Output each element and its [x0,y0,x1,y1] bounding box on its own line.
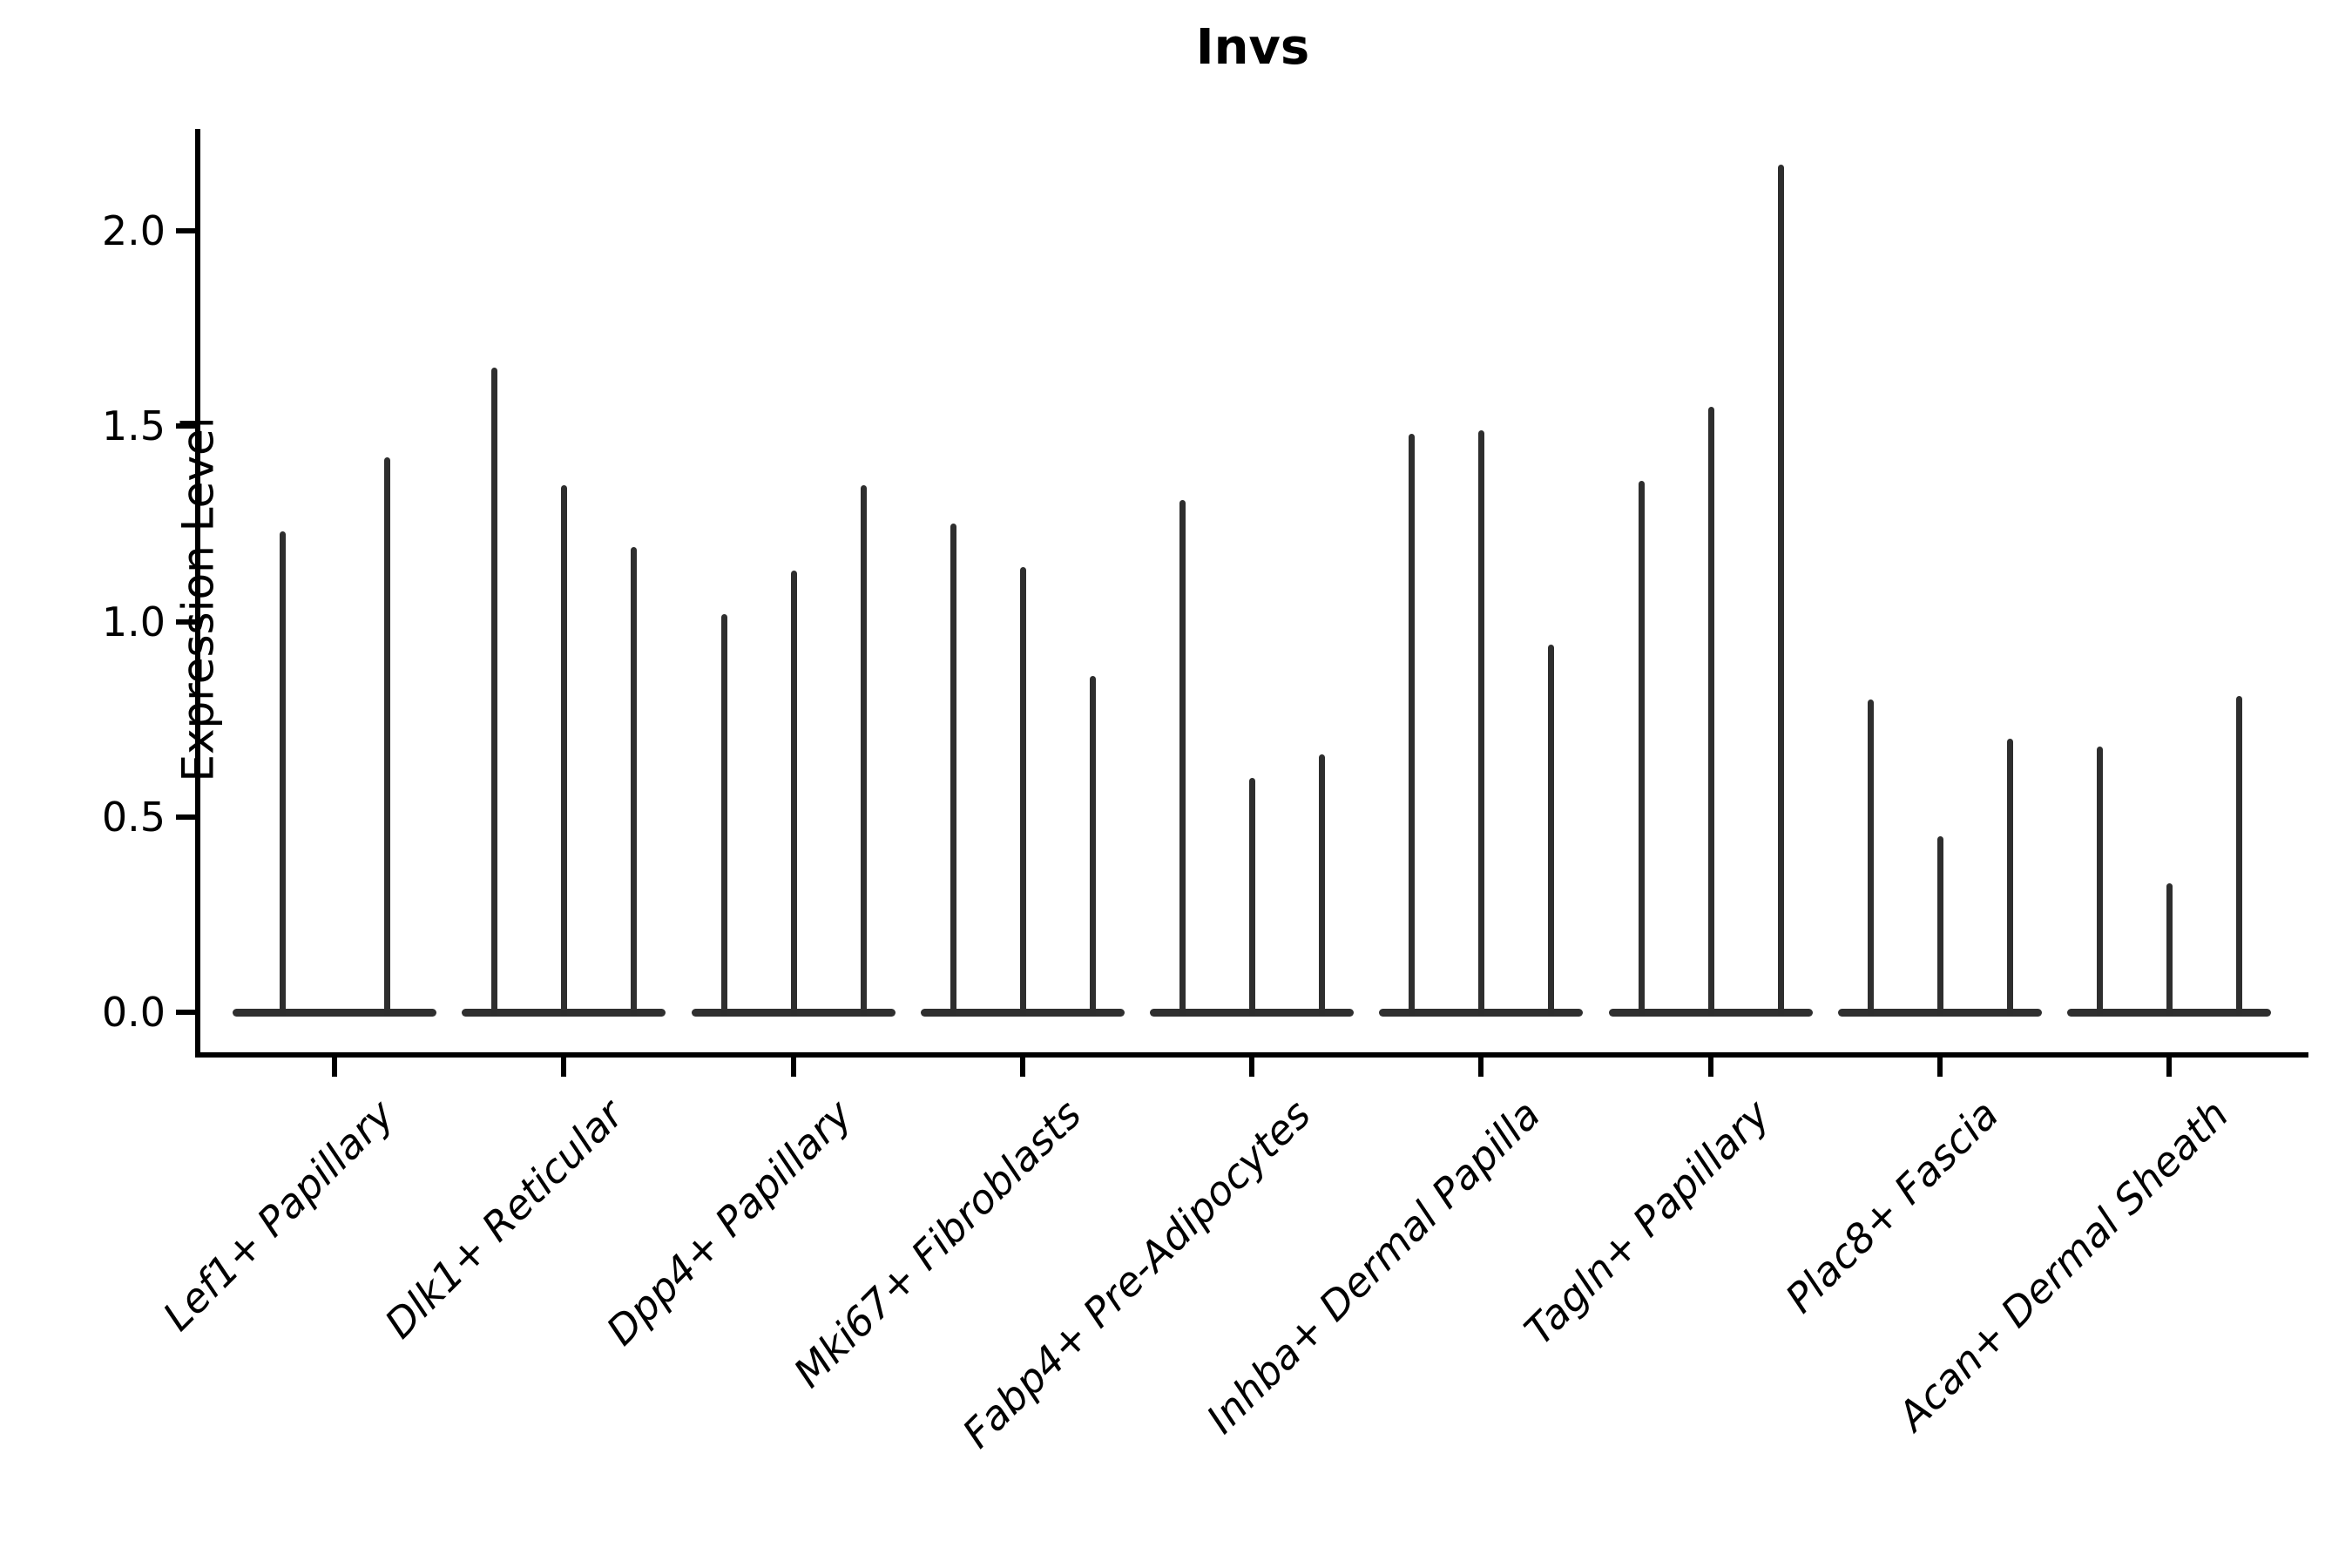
violin-spike [1478,429,1485,1017]
y-axis-spine [195,129,200,1058]
violin-spike [860,484,867,1017]
x-tick-mark [790,1058,796,1077]
y-tick-mark [176,228,195,233]
x-tick-mark [332,1058,337,1077]
chart-title: Invs [1195,19,1310,76]
violin-spike [1638,481,1645,1017]
violin-spike [2236,695,2242,1017]
violin-spike [1707,406,1714,1017]
violin-spike [1936,836,1943,1017]
x-tick-mark [1478,1058,1484,1077]
violin-spike [2166,882,2173,1017]
x-tick-label: Dlk1+ Reticular [375,1091,632,1348]
violin-spike [1089,676,1096,1017]
violin-spike [790,571,797,1017]
x-tick-label: Dpp4+ Papillary [598,1091,862,1355]
violin-spike [1019,566,1026,1017]
y-tick-mark [176,814,195,820]
y-tick-label: 0.0 [101,989,166,1036]
x-tick-mark [1019,1058,1025,1077]
violin-spike [950,524,956,1017]
x-tick-mark [1707,1058,1713,1077]
violin-spike [1409,434,1416,1017]
x-axis-spine [195,1052,2308,1058]
x-tick-label: Plac8+ Fascia [1776,1091,2008,1322]
violin-spike [561,484,568,1017]
violin-spike [1548,645,1555,1017]
violin-spike [631,547,638,1017]
violin-spike [1249,777,1255,1017]
x-tick-mark [1936,1058,1943,1077]
violin-spike [1179,500,1186,1017]
violin-spike [1777,164,1784,1017]
x-tick-label: Tagln+ Papillary [1515,1091,1779,1355]
violin-spike [491,367,498,1017]
x-tick-label: Lef1+ Papillary [153,1091,403,1340]
violin-base [233,1009,436,1017]
y-tick-label: 1.5 [101,402,166,450]
violin-spike [2097,747,2103,1017]
violin-spike [720,613,727,1017]
x-tick-mark [561,1058,567,1077]
y-tick-mark [176,423,195,429]
violin-spike [1867,700,1874,1017]
violin-spike [1319,754,1325,1017]
y-tick-mark [176,1010,195,1015]
violin-spike [2006,739,2013,1017]
x-tick-mark [1249,1058,1254,1077]
x-tick-mark [2166,1058,2172,1077]
y-tick-label: 0.5 [101,793,166,841]
violin-spike [384,457,390,1017]
y-tick-mark [176,618,195,625]
violin-spike [280,531,286,1017]
y-tick-label: 2.0 [101,207,166,254]
y-tick-label: 1.0 [101,598,166,645]
